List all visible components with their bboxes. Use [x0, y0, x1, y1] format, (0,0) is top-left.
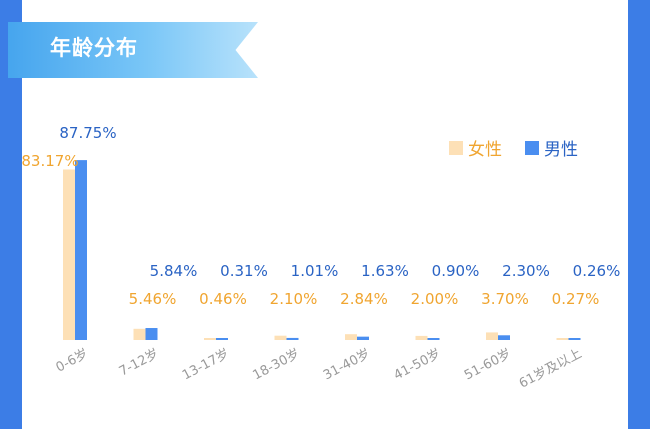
- bar-female: [345, 334, 357, 340]
- x-tick-label: 13-17岁: [180, 346, 232, 383]
- data-label-female: 0.27%: [552, 290, 600, 308]
- bar-female: [486, 332, 498, 340]
- x-tick-label: 0-6岁: [54, 346, 91, 375]
- data-label-female: 2.84%: [340, 290, 388, 308]
- legend-label-female: 女性: [468, 140, 502, 160]
- data-label-male: 2.30%: [502, 262, 550, 280]
- bar-female: [204, 338, 216, 340]
- x-tick-label: 41-50岁: [391, 346, 443, 383]
- bar-male: [357, 336, 369, 340]
- data-label-male: 5.84%: [150, 262, 198, 280]
- data-label-male: 87.75%: [59, 124, 116, 142]
- x-tick-label: 7-12岁: [117, 346, 162, 379]
- bar-female: [63, 169, 75, 340]
- data-label-male: 0.90%: [432, 262, 480, 280]
- data-label-male: 0.31%: [220, 262, 268, 280]
- x-tick-label: 18-30岁: [250, 346, 302, 383]
- chart-title: 年龄分布: [50, 36, 138, 60]
- data-label-female: 5.46%: [129, 290, 177, 308]
- bar-male: [75, 160, 87, 340]
- bar-male: [427, 338, 440, 340]
- x-tick-label: 61岁及以上: [517, 346, 585, 391]
- bar-female: [415, 335, 428, 340]
- bar-female: [133, 328, 146, 340]
- bar-male: [286, 337, 299, 340]
- data-label-female: 3.70%: [481, 290, 529, 308]
- bar-female: [556, 338, 569, 340]
- legend-swatch-female: [449, 141, 463, 155]
- data-label-female: 2.10%: [270, 290, 318, 308]
- x-tick-label: 31-40岁: [321, 346, 373, 383]
- bar-female: [274, 335, 287, 340]
- bar-male: [145, 328, 158, 340]
- data-label-female: 0.46%: [199, 290, 247, 308]
- x-tick-label: 51-60岁: [462, 346, 514, 383]
- bar-male: [216, 338, 228, 340]
- data-label-male: 1.01%: [291, 262, 339, 280]
- bar-male: [498, 335, 510, 340]
- data-label-male: 1.63%: [361, 262, 409, 280]
- data-label-male: 0.26%: [573, 262, 621, 280]
- title-banner: [8, 22, 258, 78]
- data-label-female: 2.00%: [411, 290, 459, 308]
- bar-male: [568, 338, 581, 340]
- legend-label-male: 男性: [544, 140, 578, 160]
- data-label-female: 83.17%: [21, 152, 78, 170]
- legend-swatch-male: [525, 141, 539, 155]
